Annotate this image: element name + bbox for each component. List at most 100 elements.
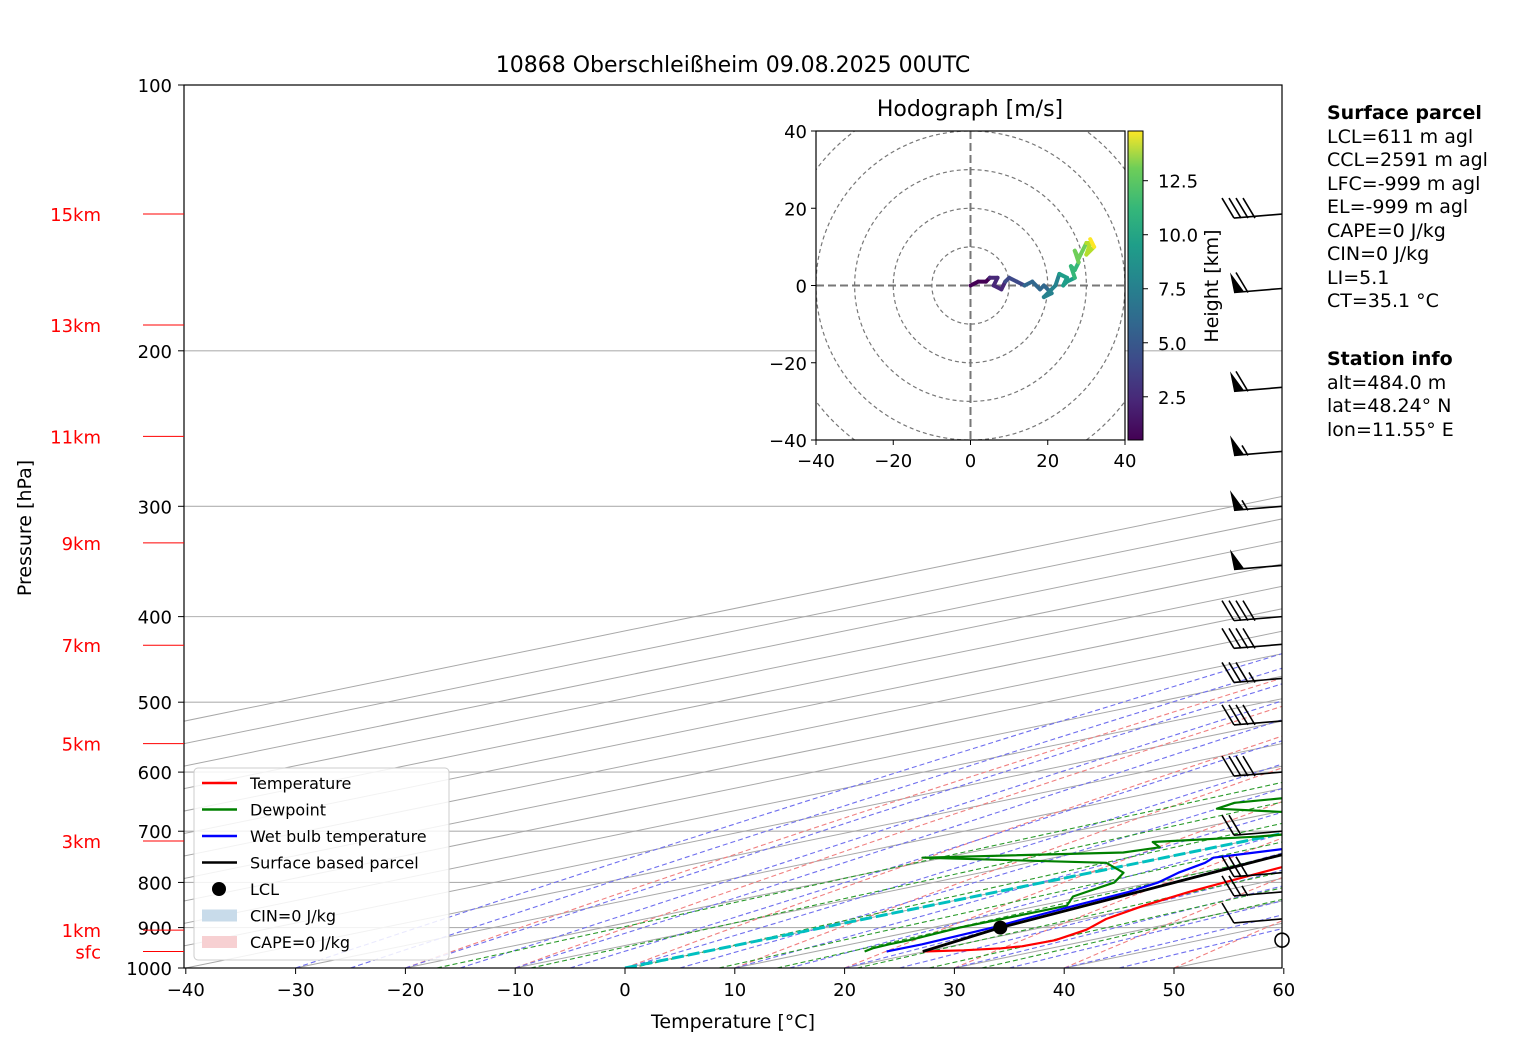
wind-barb [1221,902,1283,924]
wind-barb-full [1242,600,1256,622]
hodograph-x-tick-label: −20 [874,451,912,472]
wind-barb-full [1242,755,1256,777]
wind-barb-full [1235,370,1249,392]
wind-barb-full [1228,755,1242,777]
legend-swatch-patch [202,936,237,948]
surface-parcel-ccl: CCL=2591 m agl [1327,149,1488,171]
isotherm-line [184,720,1282,947]
hodograph-x-tick-label: 40 [1114,451,1137,472]
wind-barb [1230,549,1283,571]
wind-barb-full [1221,856,1235,878]
y-tick-label: 100 [138,76,172,97]
x-tick-label: 60 [1272,980,1295,1001]
wind-barbs [1221,197,1290,948]
wind-barb-full [1235,755,1249,777]
legend-label: Temperature [249,774,351,793]
height-label-13km: 13km [50,316,101,337]
wind-barb [1230,435,1283,457]
wind-barb-full [1228,662,1242,683]
wind-barb-flag [1230,549,1244,570]
legend-label: Dewpoint [250,801,326,820]
surface-parcel-li: LI=5.1 [1327,266,1390,289]
wind-barb [1221,197,1283,219]
mixing-ratio-line [776,854,1282,968]
wind-barb-full [1221,902,1235,924]
y-tick-label: 1000 [126,959,172,980]
colorbar-label: Height [km] [1201,229,1223,342]
height-label-3km: 3km [62,832,101,853]
wind-barb-full [1228,197,1242,219]
background-lines [184,85,1517,968]
hodograph-y-tick-label: −20 [769,354,807,375]
height-label-5km: 5km [62,735,101,756]
legend-swatch-patch [202,909,237,922]
wind-barb [1230,490,1283,512]
y-tick-label: 700 [138,822,172,843]
hodograph-x-tick-label: −40 [797,451,835,472]
dry-adiabat [844,801,1282,968]
surface-parcel-title: Surface parcel [1327,102,1482,124]
moist-adiabat [789,833,1282,968]
x-tick-label: 40 [1053,980,1076,1001]
wind-barb-full [1228,704,1242,726]
y-tick-label: 800 [138,873,172,894]
y-tick-label: 300 [138,497,172,518]
wind-barb-full [1221,814,1235,836]
dry-adiabat [1063,876,1282,968]
surface-parcel-lfc: LFC=-999 m agl [1327,172,1481,195]
wind-barb-staff [1233,386,1283,393]
wind-barb-staff [1233,505,1283,512]
surface-parcel-panel: Surface parcel LCL=611 m agl CCL=2591 m … [1327,102,1488,314]
legend-label: Surface based parcel [250,854,419,873]
wind-barb-full [1221,662,1235,683]
wind-barb-calm [1274,932,1290,948]
wind-barb-half [1241,445,1249,456]
legend: Temperature Dewpoint Wet bulb temperature S… [193,767,450,961]
hodograph-title: Hodograph [m/s] [877,97,1063,122]
moist-adiabat [679,787,1282,968]
wind-barb-full [1242,627,1256,649]
wind-barb-full [1235,272,1249,293]
wind-barb-full [1221,755,1235,777]
x-tick-label: 0 [619,980,630,1001]
moist-adiabat [460,700,1282,968]
legend-label: CIN=0 J/kg [250,907,336,926]
moist-adiabat [350,667,1282,968]
y-tick-label: 400 [138,608,172,629]
wind-barb-staff [1233,830,1283,837]
isotherm-line [405,788,1282,968]
hodograph: Hodograph [m/s] −40 −20 0 20 40 40 20 0 −20 −40 H… [769,97,1223,472]
hodograph-rings [816,131,1125,440]
hodograph-y-tick-label: −40 [769,431,807,452]
series-dewpoint [864,797,1282,953]
dry-adiabat [1503,85,1517,968]
hodograph-x-tick-label: 20 [1036,451,1059,472]
wind-barb-staff [1233,720,1283,726]
y-tick-label: 200 [138,342,172,363]
isotherm-line [184,495,1282,722]
legend-swatch-marker [212,882,226,896]
isotherm-line [185,743,1282,968]
wind-barb-full [1221,197,1235,219]
isotherm-line [184,675,1282,902]
wind-barb-full [1228,600,1242,622]
legend-box [193,767,450,961]
colorbar-tick-label: 7.5 [1158,280,1187,301]
wind-barb-flag [1230,490,1244,511]
wind-barb-staff [1233,677,1283,684]
wind-barb-flag [1230,272,1244,293]
series-surface-based-parcel [922,853,1282,953]
height-label-sfc: sfc [75,943,101,964]
y-tick-label: 600 [138,763,172,784]
x-tick-label: −30 [277,980,315,1001]
x-tick-label: 30 [943,980,966,1001]
wind-barb-staff [1233,213,1283,219]
wind-barb [1221,704,1283,726]
x-axis-label: Temperature [°C] [650,1011,815,1033]
x-tick-label: 50 [1163,980,1186,1001]
wind-barb-full [1221,875,1235,897]
wind-barb-half [1241,499,1249,511]
hodograph-y-tick-label: 40 [784,122,807,143]
hodograph-plot: −40 −20 0 20 40 40 20 0 −20 −40 [769,122,1137,472]
